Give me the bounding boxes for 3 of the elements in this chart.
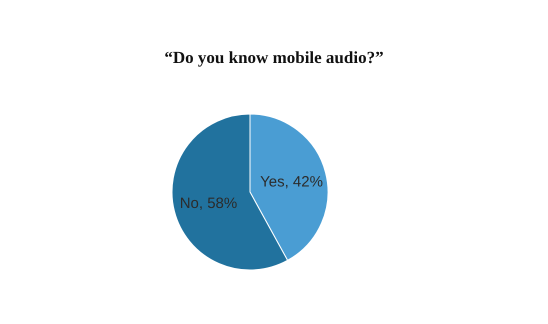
chart-title: “Do you know mobile audio?”	[164, 48, 384, 67]
slice-label: No, 58%	[180, 194, 238, 212]
slice-label: Yes, 42%	[260, 174, 323, 191]
